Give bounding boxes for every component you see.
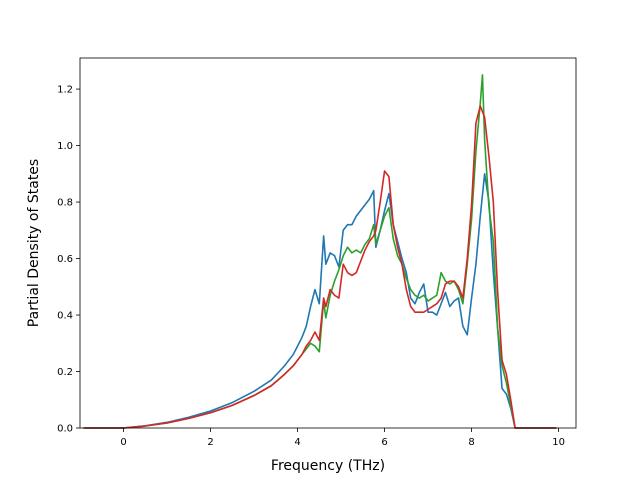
series-layer (83, 74, 557, 429)
series-line-1 (83, 173, 557, 429)
x-tick-label: 0 (120, 437, 126, 448)
y-tick-label: 0.6 (57, 254, 73, 265)
x-axis: 0 2 4 6 8 10 (120, 428, 565, 448)
x-tick-label: 6 (381, 437, 387, 448)
y-tick-label: 1.2 (57, 85, 73, 96)
y-tick-label: 0.8 (57, 198, 73, 209)
series-line-3 (83, 105, 557, 429)
plot-frame (79, 57, 577, 429)
y-axis: 0.0 0.2 0.4 0.6 0.8 1.0 1.2 (57, 85, 80, 435)
x-tick-label: 8 (468, 437, 474, 448)
y-tick-label: 1.0 (57, 141, 73, 152)
x-axis-label: Frequency (THz) (271, 458, 385, 474)
x-tick-label: 4 (294, 437, 300, 448)
y-tick-label: 0.2 (57, 367, 73, 378)
x-tick-label: 10 (552, 437, 565, 448)
y-axis-label: Partial Density of States (26, 159, 42, 327)
y-tick-label: 0.4 (57, 311, 73, 322)
y-tick-label: 0.0 (57, 424, 73, 435)
x-tick-label: 2 (207, 437, 213, 448)
